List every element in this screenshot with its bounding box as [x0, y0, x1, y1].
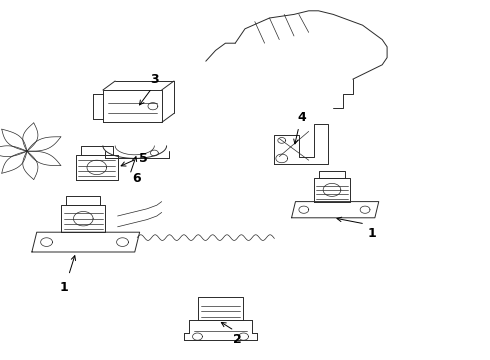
Text: 2: 2	[233, 333, 242, 346]
Text: 6: 6	[132, 172, 141, 185]
Text: 3: 3	[150, 73, 159, 86]
Text: 4: 4	[297, 111, 306, 124]
Text: 1: 1	[368, 227, 376, 240]
Text: 1: 1	[59, 281, 68, 294]
Text: 5: 5	[139, 152, 147, 165]
